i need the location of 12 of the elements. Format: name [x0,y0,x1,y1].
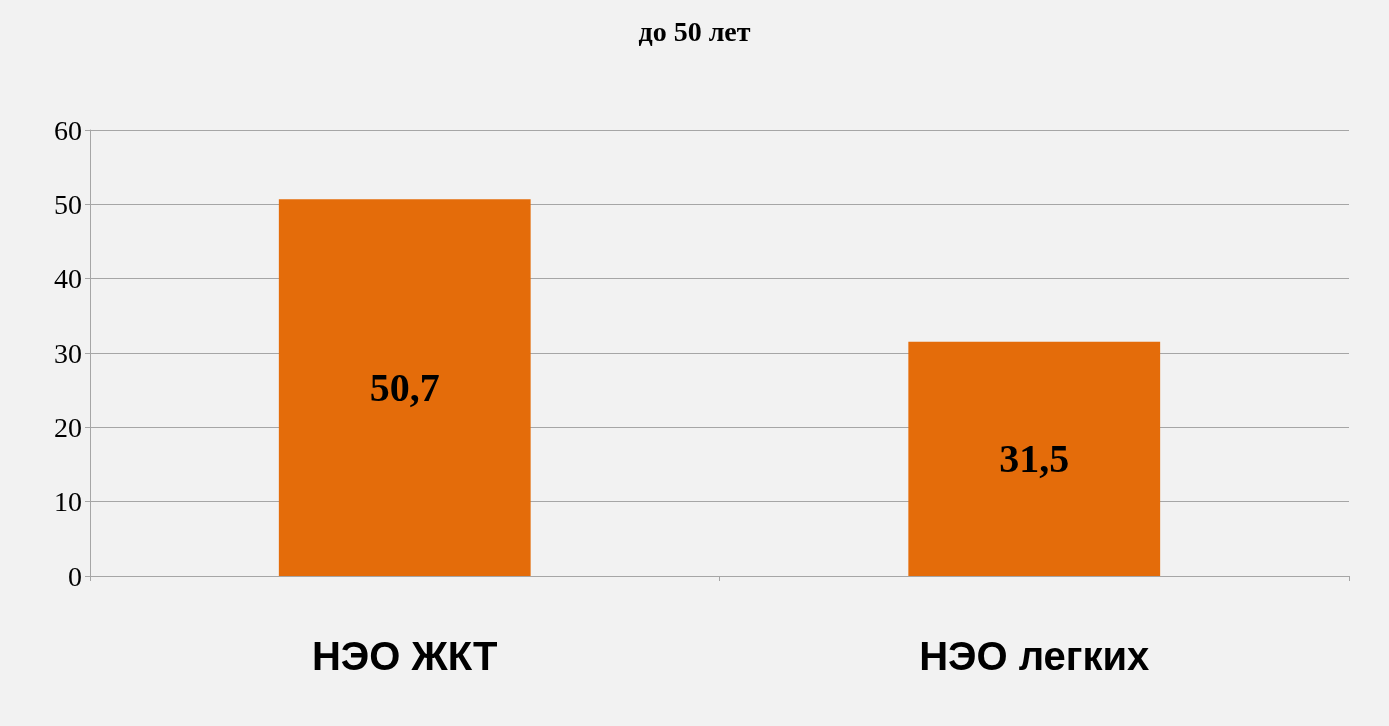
y-tick-label: 10 [54,486,82,518]
x-tick-label: НЭО легких [919,634,1150,678]
y-tick-label: 60 [54,114,82,146]
y-tick-label: 30 [54,337,82,369]
y-tick-label: 20 [54,411,82,443]
y-tick-label: 40 [54,263,82,295]
data-label: 31,5 [999,436,1070,482]
y-tick-label: 0 [68,560,82,592]
y-tick-label: 50 [54,188,82,220]
chart-title: до 50 лет [638,15,751,47]
x-tick-label: НЭО ЖКТ [311,634,498,678]
data-label: 50,7 [369,365,440,411]
